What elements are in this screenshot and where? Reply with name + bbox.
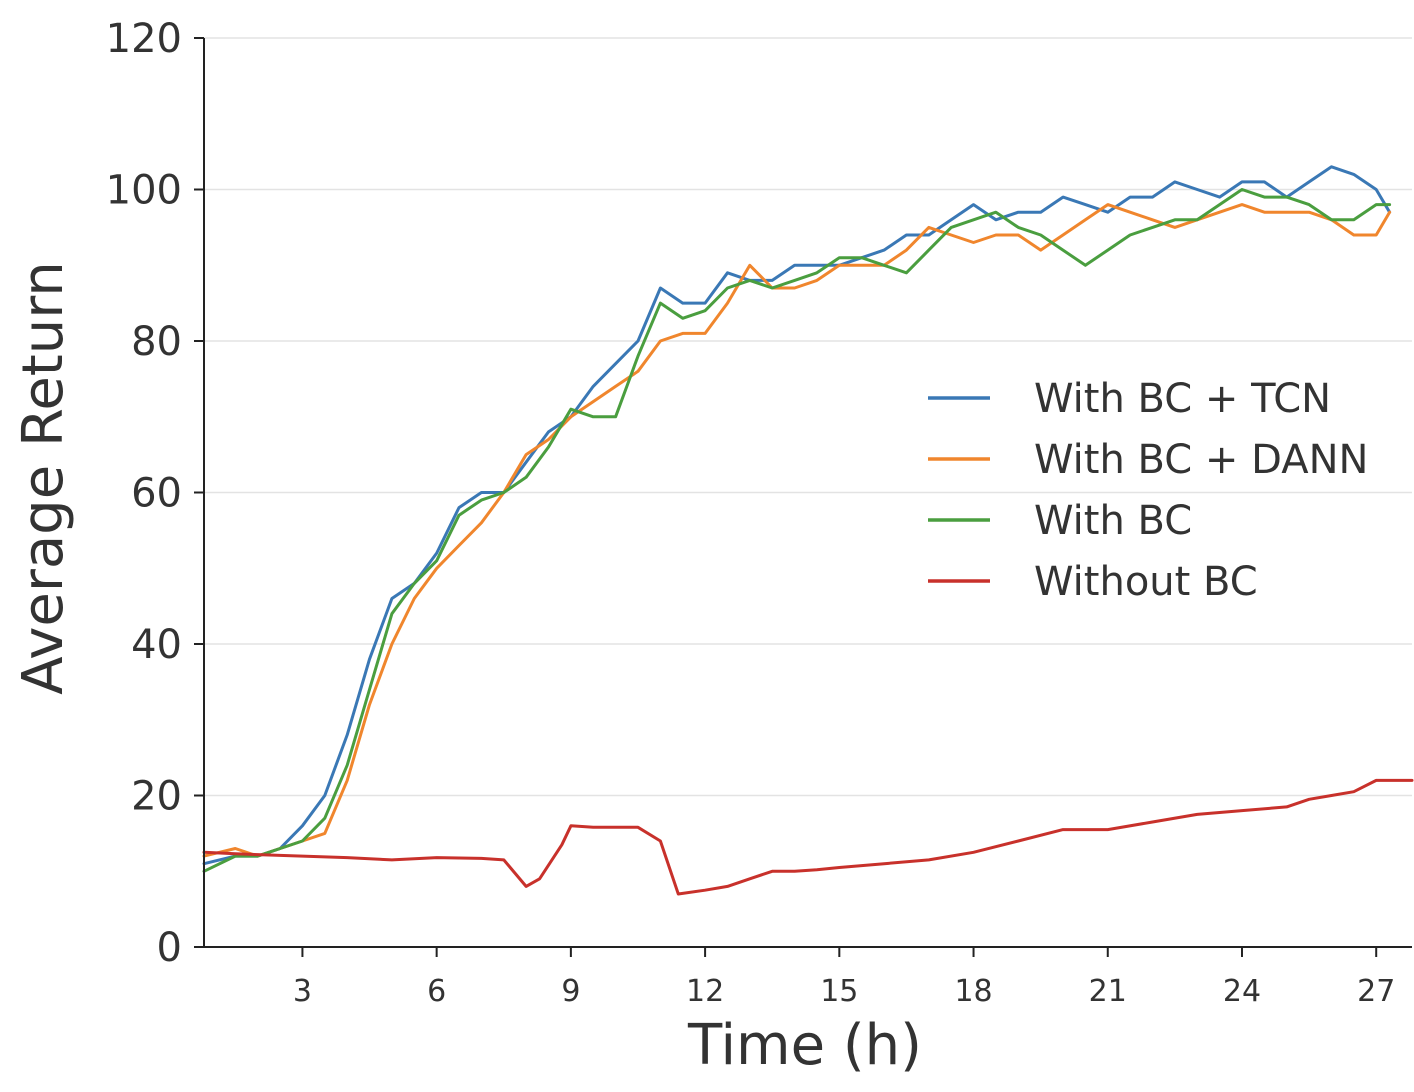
x-tick-label: 6 bbox=[427, 974, 446, 1009]
legend-label: Without BC bbox=[1034, 559, 1258, 605]
x-tick-label: 27 bbox=[1357, 974, 1395, 1009]
series-line-2 bbox=[202, 203, 1392, 858]
series-line-1 bbox=[202, 165, 1392, 866]
x-tick-label: 18 bbox=[954, 974, 992, 1009]
series-lines bbox=[202, 165, 1414, 896]
x-ticks: 3 6 9 12 15 18 21 24 27 bbox=[293, 947, 1395, 1009]
x-tick-label: 3 bbox=[293, 974, 312, 1009]
y-ticks: 0 20 40 60 80 100 120 bbox=[106, 16, 204, 971]
y-tick-label: 80 bbox=[131, 319, 182, 365]
y-tick-label: 40 bbox=[131, 622, 182, 668]
x-tick-label: 12 bbox=[686, 974, 724, 1009]
legend-label: With BC bbox=[1034, 498, 1192, 544]
x-tick-label: 21 bbox=[1089, 974, 1127, 1009]
legend-label: With BC + DANN bbox=[1034, 437, 1368, 483]
x-axis-title: Time (h) bbox=[687, 1013, 922, 1078]
series-line-3 bbox=[202, 188, 1392, 873]
legend-label: With BC + TCN bbox=[1034, 376, 1331, 422]
y-tick-label: 20 bbox=[131, 774, 182, 820]
gridlines bbox=[204, 37, 1412, 797]
series-line-4 bbox=[202, 778, 1414, 896]
x-tick-label: 24 bbox=[1223, 974, 1261, 1009]
y-axis-title: Average Return bbox=[11, 261, 76, 695]
legend: With BC + TCN With BC + DANN With BC Withou… bbox=[928, 376, 1368, 605]
y-tick-label: 120 bbox=[106, 16, 182, 62]
y-tick-label: 100 bbox=[106, 168, 182, 214]
y-tick-label: 60 bbox=[131, 471, 182, 517]
y-tick-label: 0 bbox=[157, 925, 182, 971]
x-tick-label: 15 bbox=[820, 974, 858, 1009]
x-tick-label: 9 bbox=[561, 974, 580, 1009]
